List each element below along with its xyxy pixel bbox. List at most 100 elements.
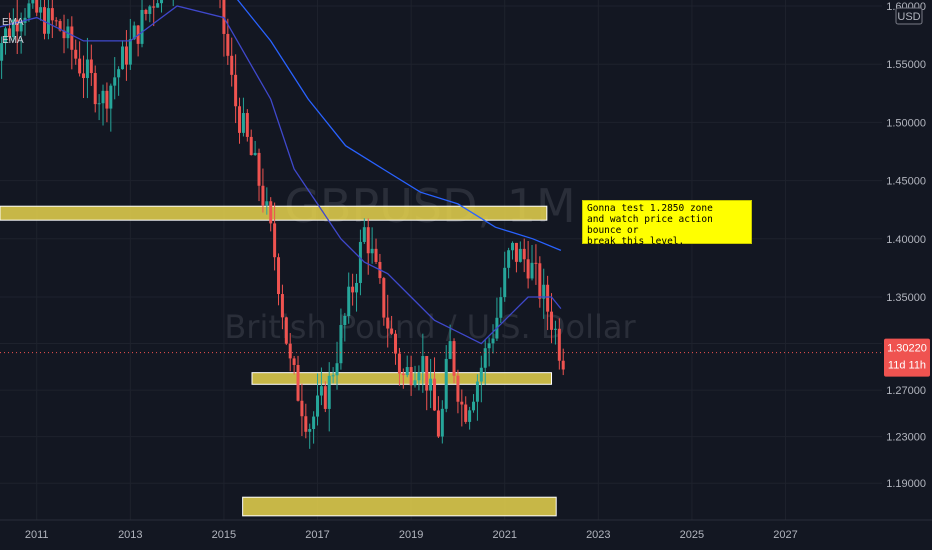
candle-body bbox=[70, 26, 74, 50]
candle-body bbox=[148, 6, 152, 14]
candle-body bbox=[74, 49, 78, 59]
candle-body bbox=[425, 356, 429, 391]
candle-body bbox=[43, 7, 47, 34]
candle-body bbox=[460, 401, 464, 405]
candle-body bbox=[444, 358, 448, 409]
candle-body bbox=[530, 262, 534, 279]
candle-body bbox=[355, 282, 359, 293]
candle-body bbox=[241, 113, 245, 133]
candle-body bbox=[327, 375, 331, 409]
zone-rect bbox=[0, 205, 548, 221]
candle-body bbox=[0, 43, 4, 61]
x-tick-label: 2013 bbox=[118, 529, 142, 541]
candle-body bbox=[370, 248, 374, 254]
legend-ema-2[interactable]: EMA bbox=[2, 35, 24, 46]
candle-body bbox=[58, 21, 62, 31]
x-tick-label: 2023 bbox=[586, 529, 610, 541]
candle-body bbox=[19, 22, 23, 32]
watermark-description: British Pound / U.S. Dollar bbox=[224, 308, 636, 346]
candle-body bbox=[7, 28, 11, 38]
candle-body bbox=[507, 250, 511, 268]
candle-body bbox=[66, 26, 70, 39]
candle-body bbox=[561, 360, 565, 370]
candle-body bbox=[374, 248, 378, 262]
ema-slow-line bbox=[236, 0, 562, 252]
candle-body bbox=[394, 333, 398, 354]
candle-body bbox=[409, 367, 413, 386]
y-tick-label: 1.23000 bbox=[886, 432, 926, 444]
candle-body bbox=[397, 353, 401, 374]
candle-body bbox=[464, 404, 468, 422]
candle-body bbox=[109, 85, 113, 109]
candle-body bbox=[429, 378, 433, 391]
ema-fast-line bbox=[0, 5, 562, 345]
candle-body bbox=[85, 59, 89, 79]
y-tick-label: 1.27000 bbox=[886, 385, 926, 397]
candle-body bbox=[553, 328, 557, 330]
candle-body bbox=[343, 316, 347, 326]
candle-body bbox=[475, 381, 479, 402]
candle-body bbox=[113, 77, 117, 86]
time-axis[interactable] bbox=[0, 520, 932, 550]
candle-body bbox=[105, 90, 109, 109]
candle-body bbox=[542, 284, 546, 299]
currency-button[interactable] bbox=[895, 7, 923, 25]
candle-body bbox=[339, 325, 343, 364]
candle-body bbox=[27, 3, 31, 18]
candle-body bbox=[433, 378, 437, 411]
candle-body bbox=[93, 73, 97, 105]
legend: EMA EMA bbox=[2, 17, 24, 46]
candle-body bbox=[245, 113, 249, 137]
price-axis[interactable] bbox=[882, 0, 932, 520]
candle-body bbox=[550, 311, 554, 330]
candle-body bbox=[538, 263, 542, 299]
candle-body bbox=[82, 73, 86, 79]
candle-body bbox=[557, 328, 561, 361]
annotation-note[interactable]: Gonna test 1.2850 zone and watch price a… bbox=[582, 200, 752, 247]
candle-body bbox=[347, 286, 351, 317]
candle-body bbox=[421, 356, 425, 373]
y-tick-label: 1.35000 bbox=[886, 292, 926, 304]
candle-body bbox=[296, 364, 300, 401]
candle-body bbox=[491, 338, 495, 344]
x-tick-label: 2017 bbox=[305, 529, 329, 541]
candle-body bbox=[54, 20, 58, 22]
candle-body bbox=[292, 358, 296, 365]
candle-body bbox=[440, 408, 444, 437]
support-resistance-zones[interactable] bbox=[0, 205, 557, 517]
candle-body bbox=[269, 201, 273, 224]
candle-body bbox=[284, 317, 288, 344]
candle-body bbox=[331, 375, 335, 377]
price-tag: 1.30220 11d 11h bbox=[884, 338, 930, 377]
time-axis-ticks: 2011 2013 2015 2017 2019 2021 2023 2025 2027 bbox=[25, 529, 798, 541]
candle-body bbox=[226, 33, 230, 56]
candle-body bbox=[405, 367, 409, 376]
candle-body bbox=[288, 343, 292, 359]
candle-body bbox=[319, 386, 323, 396]
candle-body bbox=[316, 395, 320, 417]
candle-body bbox=[124, 46, 128, 65]
candle-body bbox=[273, 223, 277, 258]
candle-body bbox=[456, 375, 460, 402]
candle-body bbox=[503, 267, 507, 298]
y-tick-label: 1.40000 bbox=[886, 234, 926, 246]
candle-body bbox=[487, 343, 491, 349]
candle-body bbox=[35, 0, 39, 13]
candle-body bbox=[132, 25, 136, 40]
candle-body bbox=[15, 19, 19, 32]
legend-ema-1[interactable]: EMA bbox=[2, 17, 24, 28]
candle-body bbox=[31, 0, 35, 4]
candle-body bbox=[386, 317, 390, 329]
x-tick-label: 2027 bbox=[773, 529, 797, 541]
candle-body bbox=[472, 401, 476, 411]
candle-body bbox=[448, 341, 452, 359]
candle-body bbox=[413, 380, 417, 386]
x-tick-label: 2025 bbox=[680, 529, 704, 541]
candle-body bbox=[101, 90, 105, 104]
x-tick-label: 2015 bbox=[212, 529, 236, 541]
candle-body bbox=[144, 9, 148, 14]
candle-body bbox=[11, 19, 15, 38]
candle-body bbox=[300, 400, 304, 417]
candle-body bbox=[230, 55, 234, 75]
